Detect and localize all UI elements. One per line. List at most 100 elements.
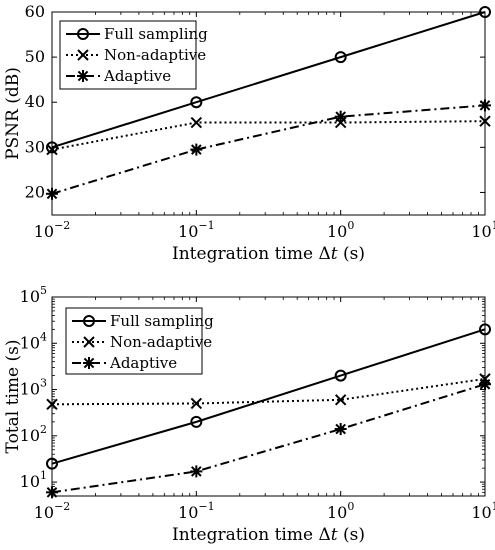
x-axis-label-part: Integration time	[172, 525, 318, 545]
y-tick-label: 40	[25, 92, 45, 111]
tick-base: 10	[327, 222, 347, 241]
tick-base: 10	[34, 503, 54, 522]
tick-exponent: −1	[198, 219, 214, 232]
marker-circle	[479, 6, 491, 18]
y-tick-label: 103	[20, 377, 47, 399]
data-point	[334, 423, 347, 436]
data-point	[190, 116, 203, 129]
series-line-1	[51, 11, 486, 149]
x-axis-label: Integration time Δt (s)	[172, 244, 365, 264]
marker-stroke	[479, 378, 491, 390]
tick-exponent: 2	[40, 423, 47, 436]
marker-stroke	[83, 357, 95, 369]
x-axis-label-part: (s)	[338, 244, 365, 264]
marker-stroke	[77, 70, 89, 82]
legend-marker	[77, 49, 89, 61]
tick-base: 10	[327, 503, 347, 522]
series-line-2	[51, 377, 486, 406]
tick-exponent: −1	[198, 500, 214, 513]
chart-2: 10−210−1100101101102103104105Integration…	[3, 284, 495, 545]
data-point	[46, 398, 58, 410]
data-point	[479, 323, 491, 336]
marker-stroke	[334, 394, 347, 406]
marker-stroke	[77, 49, 89, 61]
tick-base: 10	[20, 472, 40, 491]
x-axis-label-part: Δ	[318, 244, 330, 264]
marker-stroke	[46, 398, 58, 410]
legend-label: Full sampling	[104, 25, 208, 43]
tick-exponent: −2	[54, 219, 70, 232]
y-axis-label: PSNR (dB)	[3, 67, 23, 160]
legend: Full sampling Non-adaptive Adaptive	[59, 20, 208, 90]
marker-circle	[46, 457, 58, 470]
data-point	[190, 96, 203, 109]
tick-base: 10	[34, 222, 54, 241]
data-point	[46, 187, 58, 200]
tick-exponent: 4	[40, 330, 47, 343]
data-point	[190, 465, 203, 478]
chart-1: 10−210−11001012030405060Integration time…	[3, 2, 495, 264]
y-tick-label: 50	[25, 47, 45, 66]
x-tick-label: 10−1	[178, 500, 215, 522]
marker-circle	[77, 28, 89, 40]
x-tick-label: 100	[327, 500, 354, 522]
legend-label: Non-adaptive	[110, 333, 212, 351]
marker-stroke	[479, 100, 491, 111]
x-axis-label-part: Integration time	[172, 244, 318, 264]
tick-base: 10	[20, 380, 40, 399]
data-point	[190, 397, 203, 410]
x-tick-label: 101	[471, 500, 495, 522]
data-point	[479, 378, 491, 391]
legend: Full sampling Non-adaptive Adaptive	[65, 307, 214, 375]
tick-exponent: 3	[40, 377, 47, 390]
y-axis-label: Total time (s)	[3, 340, 23, 454]
y-tick-label: 102	[20, 423, 47, 445]
marker-stroke	[46, 188, 58, 200]
data-point	[46, 141, 58, 154]
legend-label: Non-adaptive	[104, 46, 206, 64]
x-axis-label-part: t	[331, 525, 338, 545]
x-tick-label: 100	[327, 219, 354, 241]
tick-base: 10	[471, 503, 491, 522]
marker-circle	[46, 141, 58, 154]
tick-exponent: 0	[347, 500, 354, 513]
y-tick-label: 104	[20, 330, 47, 352]
marker-circle	[334, 369, 347, 382]
tick-base: 10	[20, 333, 40, 352]
legend-label: Adaptive	[103, 67, 171, 85]
marker-circle	[190, 96, 203, 109]
data-point	[46, 486, 58, 499]
data-point	[479, 115, 491, 127]
series-line-1	[51, 328, 486, 465]
marker-stroke	[46, 487, 58, 498]
marker-circle	[334, 51, 347, 64]
y-tick-label: 20	[25, 182, 45, 201]
legend-label: Full sampling	[110, 312, 214, 330]
tick-base: 10	[20, 287, 40, 306]
marker-circle	[83, 315, 95, 327]
marker-circle	[190, 415, 203, 428]
data-point	[479, 99, 491, 112]
x-tick-label: 10−2	[34, 500, 71, 522]
x-tick-label: 101	[471, 219, 495, 241]
marker-stroke	[191, 144, 202, 155]
legend-label: Adaptive	[109, 354, 177, 372]
tick-exponent: 1	[492, 500, 495, 513]
tick-base: 10	[178, 503, 198, 522]
legend-marker	[83, 315, 95, 327]
y-tick-label: 30	[25, 137, 45, 156]
marker-stroke	[191, 466, 202, 477]
tick-base: 10	[20, 426, 40, 445]
data-point	[334, 369, 347, 382]
marker-stroke	[335, 423, 346, 435]
x-axis-label-part: Δ	[318, 525, 330, 545]
data-point	[479, 6, 491, 18]
x-tick-label: 10−1	[178, 219, 215, 241]
data-point	[46, 143, 58, 156]
marker-stroke	[335, 111, 346, 122]
data-point	[190, 143, 203, 156]
data-point	[46, 457, 58, 470]
x-tick-label: 10−2	[34, 219, 71, 241]
marker-circle	[479, 323, 491, 336]
